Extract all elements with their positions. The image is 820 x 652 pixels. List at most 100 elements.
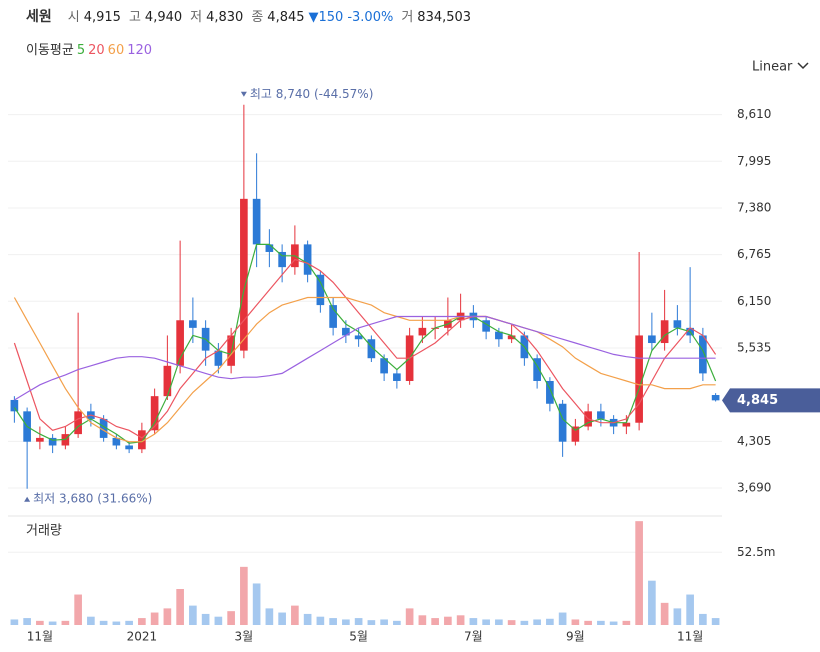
candle-body	[546, 380, 554, 404]
candle-body	[393, 373, 401, 381]
volume-bar	[150, 612, 159, 625]
x-tick-label: 9월	[566, 630, 585, 644]
volume-bar	[265, 608, 274, 625]
volume-bar	[189, 605, 197, 625]
volume-bar	[597, 620, 605, 625]
volume-bar	[571, 619, 580, 625]
volume-bar	[520, 620, 529, 625]
label: 고	[128, 10, 141, 25]
legend-entry[interactable]: 60	[107, 43, 125, 58]
x-tick-label: 5월	[349, 630, 368, 644]
candle-body	[125, 445, 133, 450]
min-marker	[24, 496, 31, 502]
candle-body	[354, 335, 363, 340]
value: 4,915	[83, 10, 121, 25]
volume-bar	[329, 618, 337, 625]
volume-bar	[546, 618, 554, 625]
candle-body	[342, 327, 350, 336]
volume-bar	[482, 619, 490, 625]
volume-bar	[36, 620, 44, 625]
volume-bar	[660, 602, 669, 625]
candle-body	[660, 320, 669, 344]
change: ▼150	[308, 10, 344, 25]
ma-line	[14, 315, 716, 401]
candle-body	[648, 335, 656, 344]
candle-body	[138, 430, 146, 450]
volume-bar	[405, 608, 414, 625]
volume-bar	[48, 621, 57, 625]
y-tick-label: 5,535	[737, 340, 771, 354]
candle-body	[99, 418, 108, 438]
value: 834,503	[417, 10, 472, 25]
volume-bar	[584, 620, 592, 625]
volume-bar	[291, 605, 299, 625]
volume-bar	[367, 620, 376, 625]
legend-entry[interactable]: 20	[88, 43, 105, 58]
value: 4,940	[144, 10, 183, 25]
candle-body	[252, 198, 261, 245]
value: 4,845	[267, 10, 305, 25]
candle-body	[329, 305, 337, 328]
legend-entry[interactable]: 120	[127, 43, 153, 58]
stock-name: 세원	[26, 9, 52, 25]
candle-body	[533, 358, 541, 381]
volume-bar	[354, 618, 363, 625]
volume-bar	[163, 608, 172, 625]
header: 세원 시 4,915 고 4,940 저 4,830 종 4,845 ▼150 -3.00…	[26, 6, 471, 26]
volume-bar	[201, 613, 210, 625]
volume-bar	[495, 619, 503, 625]
volume-bar	[393, 620, 401, 625]
volume-bar	[609, 621, 618, 625]
min-annotation: 최저 3,680 (31.66%)	[33, 491, 152, 505]
y-tick-label: 7,380	[737, 200, 771, 214]
ma-line	[13, 243, 717, 444]
volume-bar	[125, 620, 133, 625]
volume-bar	[61, 620, 70, 625]
candle-body	[635, 335, 643, 423]
value: 4,830	[206, 10, 244, 25]
x-tick-label: 3월	[235, 630, 254, 644]
candle-body	[418, 327, 427, 336]
candle-body	[176, 320, 184, 366]
volume-bar	[87, 616, 95, 625]
candle-body	[316, 274, 325, 306]
volume-bar	[711, 618, 720, 625]
volume-bar	[99, 620, 108, 625]
y-tick-label: 7,995	[737, 154, 771, 168]
max-annotation: 최고 8,740 (-44.57%)	[250, 87, 374, 101]
candle-body	[622, 422, 631, 427]
volume-bar	[648, 580, 656, 625]
legend-entry[interactable]: 5	[76, 43, 86, 58]
ma-legend[interactable]: 이동평균 5 20 60 120	[26, 39, 152, 58]
volume-bar	[673, 608, 682, 625]
scale-toggle[interactable]: Linear	[752, 60, 793, 75]
volume-bar	[138, 618, 146, 625]
y-tick-label: 4,305	[737, 434, 771, 448]
candle-body	[150, 396, 159, 431]
candle-body	[240, 198, 248, 351]
candle-body	[10, 399, 19, 412]
candle-body	[507, 335, 516, 340]
volume-bar	[316, 616, 325, 625]
chevron[interactable]	[797, 62, 809, 70]
x-tick-label: 11월	[27, 630, 53, 644]
y-tick-label: 3,690	[737, 480, 771, 494]
candle-body	[699, 335, 707, 374]
x-tick-label: 11월	[677, 630, 703, 644]
volume-bar	[227, 611, 235, 625]
volume-bar	[699, 613, 707, 625]
max-marker	[240, 91, 247, 97]
candle-body	[367, 339, 376, 359]
candle-body	[303, 244, 312, 275]
y-tick-label: 6,150	[737, 294, 771, 308]
volume-bar	[74, 594, 82, 625]
candle-body	[571, 426, 580, 442]
label: 시	[67, 10, 80, 25]
x-tick-label: 2021	[127, 630, 158, 644]
volume-bar	[23, 618, 31, 625]
volume-bar	[252, 583, 261, 625]
candle-body	[227, 335, 235, 366]
volume-bar	[431, 618, 439, 625]
volume-bar	[303, 613, 312, 625]
candle-body	[214, 350, 223, 366]
